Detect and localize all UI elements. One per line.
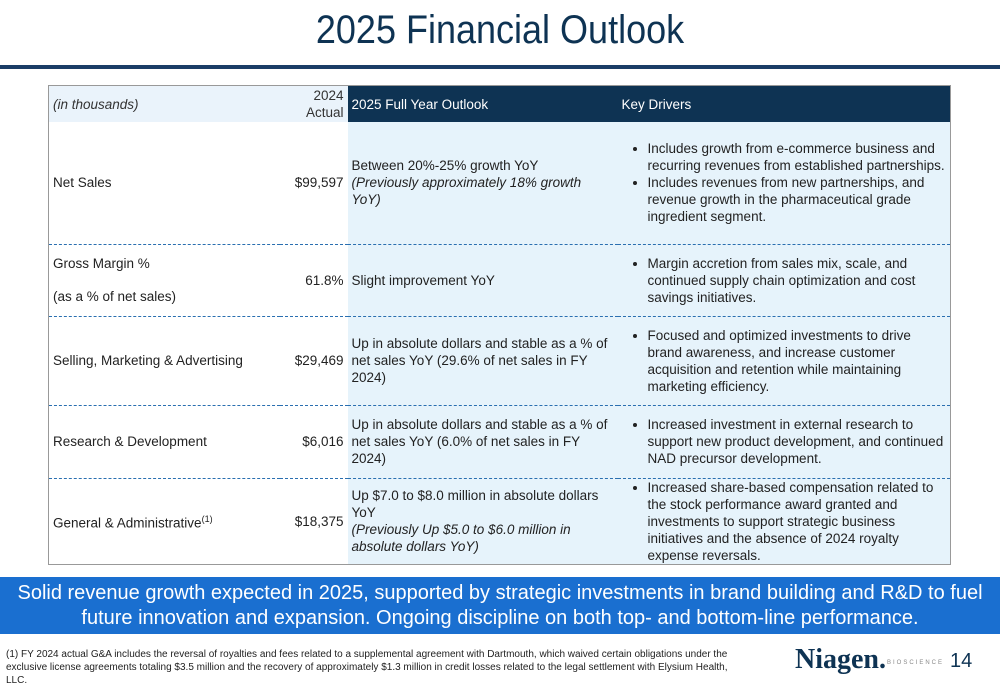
driver-bullet: Includes growth from e-commerce business… bbox=[648, 140, 947, 174]
summary-banner: Solid revenue growth expected in 2025, s… bbox=[0, 577, 1000, 634]
outlook-previous: (Previously Up $5.0 to $6.0 million in a… bbox=[351, 522, 571, 554]
row-outlook: Up in absolute dollars and stable as a %… bbox=[347, 316, 618, 406]
row-drivers: Includes growth from e-commerce business… bbox=[617, 122, 951, 245]
summary-banner-text: Solid revenue growth expected in 2025, s… bbox=[17, 581, 983, 629]
outlook-previous: (Previously approximately 18% growth YoY… bbox=[351, 175, 582, 208]
header-2025-outlook: 2025 Full Year Outlook bbox=[347, 85, 618, 122]
table-row-research-development: Research & Development $6,016 Up in abso… bbox=[48, 405, 951, 479]
table-row-net-sales: Net Sales $99,597 Between 20%-25% growth… bbox=[48, 122, 951, 245]
row-label-main: Gross Margin % bbox=[53, 256, 150, 271]
row-label: Research & Development bbox=[48, 405, 280, 479]
row-label-note: (as a % of net sales) bbox=[53, 289, 177, 304]
row-actual: $18,375 bbox=[279, 478, 348, 565]
row-outlook: Between 20%-25% growth YoY (Previously a… bbox=[347, 122, 618, 245]
row-label: General & Administrative(1) bbox=[48, 478, 280, 565]
header-2024-actual: 2024 Actual bbox=[279, 85, 348, 122]
footnote-marker: (1) bbox=[201, 513, 213, 524]
row-drivers: Increased share-based compensation relat… bbox=[617, 478, 951, 565]
financial-outlook-table: (in thousands) 2024 Actual 2025 Full Yea… bbox=[48, 85, 951, 565]
row-drivers: Focused and optimized investments to dri… bbox=[617, 316, 951, 406]
row-actual: $6,016 bbox=[279, 405, 348, 479]
niagen-logo-subtitle: BIOSCIENCE bbox=[887, 660, 945, 666]
row-label-text: General & Administrative bbox=[53, 515, 202, 531]
table-row-selling-marketing: Selling, Marketing & Advertising $29,469… bbox=[48, 316, 951, 406]
header-in-thousands: (in thousands) bbox=[48, 85, 280, 122]
page-number: 14 bbox=[950, 650, 973, 672]
page-title: 2025 Financial Outlook bbox=[315, 8, 685, 52]
row-drivers: Margin accretion from sales mix, scale, … bbox=[617, 244, 951, 317]
row-outlook: Up in absolute dollars and stable as a %… bbox=[347, 405, 618, 479]
row-actual: 61.8% bbox=[279, 244, 348, 317]
driver-bullet: Margin accretion from sales mix, scale, … bbox=[648, 255, 947, 306]
header-key-drivers: Key Drivers bbox=[617, 85, 951, 122]
niagen-logo: Niagen. bbox=[795, 644, 886, 675]
footnote: (1) FY 2024 actual G&A includes the reve… bbox=[6, 649, 728, 686]
driver-bullet: Increased investment in external researc… bbox=[648, 416, 947, 467]
row-actual: $29,469 bbox=[279, 316, 348, 406]
outlook-line: Between 20%-25% growth YoY bbox=[351, 158, 539, 174]
row-label: Selling, Marketing & Advertising bbox=[48, 316, 280, 406]
outlook-line: Up $7.0 to $8.0 million in absolute doll… bbox=[351, 488, 599, 520]
row-label: Gross Margin % (as a % of net sales) bbox=[48, 244, 280, 317]
driver-bullet: Focused and optimized investments to dri… bbox=[648, 327, 947, 395]
driver-bullet: Includes revenues from new partnerships,… bbox=[648, 174, 947, 225]
table-row-gross-margin: Gross Margin % (as a % of net sales) 61.… bbox=[48, 244, 951, 317]
row-outlook: Up $7.0 to $8.0 million in absolute doll… bbox=[347, 478, 618, 565]
table-row-general-administrative: General & Administrative(1) $18,375 Up $… bbox=[48, 478, 951, 565]
driver-bullet: Increased share-based compensation relat… bbox=[648, 479, 947, 564]
row-outlook: Slight improvement YoY bbox=[347, 244, 618, 317]
table-header-row: (in thousands) 2024 Actual 2025 Full Yea… bbox=[48, 85, 951, 122]
row-actual: $99,597 bbox=[279, 122, 348, 245]
title-rule bbox=[0, 65, 1000, 69]
row-label: Net Sales bbox=[48, 122, 280, 245]
row-drivers: Increased investment in external researc… bbox=[617, 405, 951, 479]
